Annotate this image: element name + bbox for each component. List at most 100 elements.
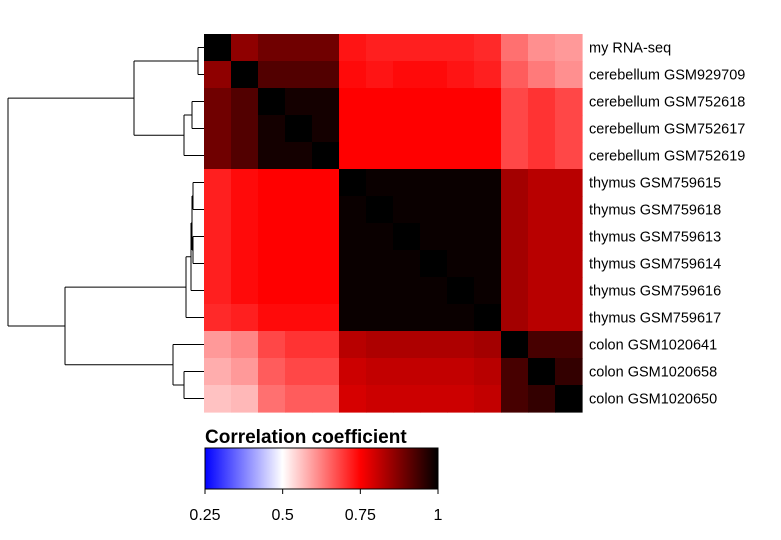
heatmap-cell bbox=[420, 304, 448, 332]
heatmap-cell bbox=[204, 331, 232, 359]
heatmap-cell bbox=[447, 223, 475, 251]
heatmap-cell bbox=[474, 34, 502, 62]
heatmap-cell bbox=[555, 142, 583, 170]
heatmap-grid bbox=[204, 34, 583, 413]
heatmap-cell bbox=[204, 196, 232, 224]
heatmap-cell bbox=[393, 331, 421, 359]
heatmap-cell bbox=[528, 277, 556, 305]
heatmap-cell bbox=[474, 61, 502, 89]
heatmap-cell bbox=[231, 250, 259, 278]
color-legend: Correlation coefficient 0.25 0.5 0.75 1 bbox=[189, 427, 442, 524]
legend-tick-label: 0.25 bbox=[189, 507, 220, 524]
heatmap-cell bbox=[312, 223, 340, 251]
heatmap-cell bbox=[258, 196, 286, 224]
row-labels: my RNA-seq cerebellum GSM929709 cerebellum… bbox=[589, 41, 745, 408]
heatmap-cell bbox=[258, 34, 286, 62]
heatmap-cell bbox=[528, 196, 556, 224]
heatmap-cell bbox=[393, 34, 421, 62]
heatmap-cell bbox=[420, 223, 448, 251]
heatmap-cell bbox=[285, 331, 313, 359]
heatmap-cell bbox=[528, 331, 556, 359]
heatmap-cell bbox=[474, 277, 502, 305]
heatmap-cell bbox=[501, 223, 529, 251]
heatmap-cell bbox=[393, 142, 421, 170]
heatmap-cell bbox=[258, 115, 286, 143]
heatmap-cell bbox=[339, 196, 367, 224]
heatmap-cell bbox=[393, 358, 421, 386]
heatmap-cell bbox=[312, 34, 340, 62]
heatmap-cell bbox=[528, 250, 556, 278]
heatmap-cell bbox=[447, 331, 475, 359]
heatmap-cell bbox=[555, 277, 583, 305]
row-label: thymus GSM759615 bbox=[589, 176, 721, 192]
heatmap-cell bbox=[258, 277, 286, 305]
heatmap-cell bbox=[339, 169, 367, 197]
heatmap-cell bbox=[339, 358, 367, 386]
heatmap-cell bbox=[312, 331, 340, 359]
heatmap-cell bbox=[366, 304, 394, 332]
heatmap-cell bbox=[501, 61, 529, 89]
heatmap-cell bbox=[447, 358, 475, 386]
heatmap-cell bbox=[258, 169, 286, 197]
heatmap-cell bbox=[231, 331, 259, 359]
heatmap-cell bbox=[501, 196, 529, 224]
heatmap-cell bbox=[447, 115, 475, 143]
heatmap-cell bbox=[420, 88, 448, 116]
heatmap-cell bbox=[474, 358, 502, 386]
heatmap-cell bbox=[474, 115, 502, 143]
row-label: my RNA-seq bbox=[589, 41, 671, 57]
heatmap-cell bbox=[258, 88, 286, 116]
heatmap-cell bbox=[366, 61, 394, 89]
row-dendrogram bbox=[7, 47, 204, 399]
heatmap-cell bbox=[528, 385, 556, 413]
heatmap-cell bbox=[447, 169, 475, 197]
legend-colorbar bbox=[204, 447, 439, 490]
heatmap-cell bbox=[420, 196, 448, 224]
heatmap-cell bbox=[258, 385, 286, 413]
heatmap-cell bbox=[393, 169, 421, 197]
heatmap-cell bbox=[312, 88, 340, 116]
heatmap-cell bbox=[258, 223, 286, 251]
heatmap-cell bbox=[528, 115, 556, 143]
heatmap-cell bbox=[366, 115, 394, 143]
heatmap-cell bbox=[312, 115, 340, 143]
heatmap-cell bbox=[366, 358, 394, 386]
heatmap-cell bbox=[528, 34, 556, 62]
heatmap-cell bbox=[285, 142, 313, 170]
heatmap-cell bbox=[501, 115, 529, 143]
heatmap-cell bbox=[312, 358, 340, 386]
heatmap-cell bbox=[447, 304, 475, 332]
row-label: thymus GSM759617 bbox=[589, 311, 721, 327]
heatmap-cell bbox=[258, 250, 286, 278]
heatmap-cell bbox=[420, 250, 448, 278]
heatmap-cell bbox=[231, 88, 259, 116]
heatmap-cell bbox=[474, 88, 502, 116]
heatmap-cell bbox=[501, 331, 529, 359]
heatmap-cell bbox=[312, 385, 340, 413]
heatmap-cell bbox=[420, 358, 448, 386]
heatmap-cell bbox=[339, 223, 367, 251]
heatmap-cell bbox=[204, 358, 232, 386]
heatmap-cell bbox=[447, 385, 475, 413]
heatmap-cell bbox=[555, 385, 583, 413]
heatmap-cell bbox=[393, 115, 421, 143]
heatmap-cell bbox=[339, 277, 367, 305]
heatmap-cell bbox=[501, 34, 529, 62]
heatmap-cell bbox=[474, 142, 502, 170]
heatmap-cell bbox=[528, 61, 556, 89]
heatmap-cell bbox=[366, 169, 394, 197]
heatmap-cell bbox=[447, 142, 475, 170]
heatmap-cell bbox=[339, 115, 367, 143]
heatmap-cell bbox=[204, 34, 232, 62]
heatmap-cell bbox=[312, 277, 340, 305]
heatmap-cell bbox=[258, 61, 286, 89]
heatmap-cell bbox=[312, 250, 340, 278]
heatmap-cell bbox=[501, 142, 529, 170]
legend-tick-label: 0.5 bbox=[272, 507, 294, 524]
heatmap-cell bbox=[231, 304, 259, 332]
heatmap-cell bbox=[393, 61, 421, 89]
heatmap-cell bbox=[366, 250, 394, 278]
heatmap-cell bbox=[555, 169, 583, 197]
heatmap-cell bbox=[393, 277, 421, 305]
